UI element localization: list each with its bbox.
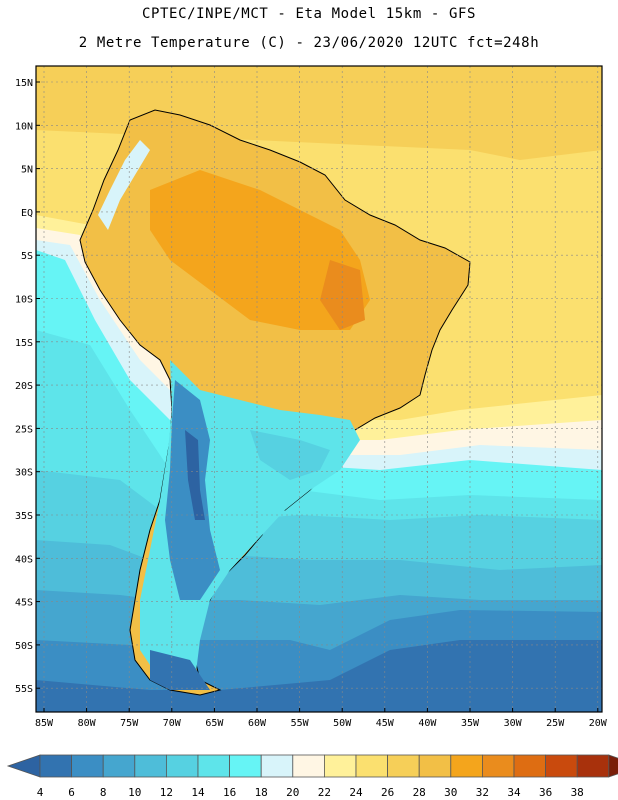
- colorbar-label: 20: [286, 786, 299, 799]
- colorbar-label: 6: [68, 786, 75, 799]
- lat-label: 20S: [15, 381, 33, 392]
- lon-label: 20W: [589, 718, 608, 729]
- lon-label: 60W: [248, 718, 267, 729]
- colorbar-label: 24: [349, 786, 363, 799]
- colorbar-swatch: [545, 754, 578, 778]
- lat-label: 15S: [15, 338, 33, 349]
- colorbar-swatch: [450, 754, 483, 778]
- colorbar-label: 32: [476, 786, 489, 799]
- lat-label: 10N: [15, 121, 33, 132]
- colorbar-swatch: [71, 754, 104, 778]
- lon-label: 75W: [120, 718, 139, 729]
- lon-label: 55W: [291, 718, 310, 729]
- colorbar-swatch: [260, 754, 294, 778]
- colorbar-label: 34: [507, 786, 521, 799]
- lat-label: 25S: [15, 424, 33, 435]
- colorbar-max-arrow: [608, 754, 618, 778]
- colorbar-label: 4: [37, 786, 44, 799]
- colorbar-label: 28: [413, 786, 426, 799]
- colorbar-swatch: [387, 754, 420, 778]
- colorbar-swatch: [418, 754, 452, 778]
- andes-south-coldest: [185, 430, 205, 520]
- lat-label: 55S: [15, 684, 33, 695]
- lon-label: 80W: [78, 718, 97, 729]
- lat-label: 35S: [15, 511, 33, 522]
- lon-label: 25W: [546, 718, 565, 729]
- colorbar: 4 6 8 10 12 14 16 18 20 22 24 26 28 30 32 34 36 38: [6, 754, 618, 799]
- colorbar-label: 38: [571, 786, 584, 799]
- lon-label: 35W: [461, 718, 480, 729]
- colorbar-swatch: [39, 754, 73, 778]
- amazon-hot-region: [150, 170, 370, 330]
- lon-label: 30W: [504, 718, 523, 729]
- lat-label: 50S: [15, 641, 33, 652]
- colorbar-swatch: [134, 754, 167, 778]
- colorbar-swatch: [323, 754, 357, 778]
- patagonia-tip-cold: [150, 650, 210, 690]
- colorbar-label: 30: [444, 786, 457, 799]
- lat-label: 5S: [21, 251, 33, 262]
- lat-label: 5N: [21, 165, 33, 176]
- lat-label: 15N: [15, 78, 33, 89]
- lat-label: EQ: [21, 208, 33, 219]
- central-brazil-hot-spot: [320, 260, 365, 330]
- andes-north-cool: [98, 140, 150, 230]
- lat-label: 10S: [15, 295, 33, 306]
- lat-label: 30S: [15, 468, 33, 479]
- lat-label: 45S: [15, 598, 33, 609]
- colorbar-swatch: [165, 754, 199, 778]
- colorbar-swatch: [197, 754, 231, 778]
- lat-label: 40S: [15, 554, 33, 565]
- colorbar-swatch: [513, 754, 547, 778]
- colorbar-label: 18: [255, 786, 268, 799]
- colorbar-swatch: [576, 754, 610, 778]
- colorbar-label: 26: [381, 786, 394, 799]
- lon-label: 40W: [418, 718, 437, 729]
- colorbar-label: 22: [318, 786, 331, 799]
- axis-ticks: 15N 10N 5N EQ 5S 10S 15S 20S 25S 30S 35S 40S 45S 50S 5…: [15, 78, 608, 729]
- colorbar-label: 8: [100, 786, 107, 799]
- lon-label: 70W: [163, 718, 182, 729]
- lon-label: 50W: [333, 718, 352, 729]
- pampas-cool: [250, 430, 330, 480]
- map-field: [36, 66, 602, 712]
- map-frame: [35, 65, 603, 713]
- colorbar-swatch: [102, 754, 136, 778]
- lon-label: 45W: [376, 718, 395, 729]
- colorbar-label: 10: [128, 786, 141, 799]
- colorbar-swatch: [292, 754, 325, 778]
- lon-label: 85W: [35, 718, 54, 729]
- lon-label: 65W: [205, 718, 224, 729]
- map-subtitle: 2 Metre Temperature (C) - 23/06/2020 12U…: [78, 35, 540, 51]
- ocean-band-6: [36, 640, 602, 712]
- colorbar-label: 14: [191, 786, 205, 799]
- colorbar-label: 16: [223, 786, 236, 799]
- colorbar-label: 12: [160, 786, 173, 799]
- graticule: [36, 66, 602, 712]
- colorbar-swatch: [481, 754, 515, 778]
- map-title: CPTEC/INPE/MCT - Eta Model 15km - GFS: [141, 6, 477, 22]
- colorbar-label: 36: [539, 786, 552, 799]
- colorbar-swatch: [229, 754, 262, 778]
- colorbar-swatch: [355, 754, 389, 778]
- colorbar-min-arrow: [6, 754, 41, 778]
